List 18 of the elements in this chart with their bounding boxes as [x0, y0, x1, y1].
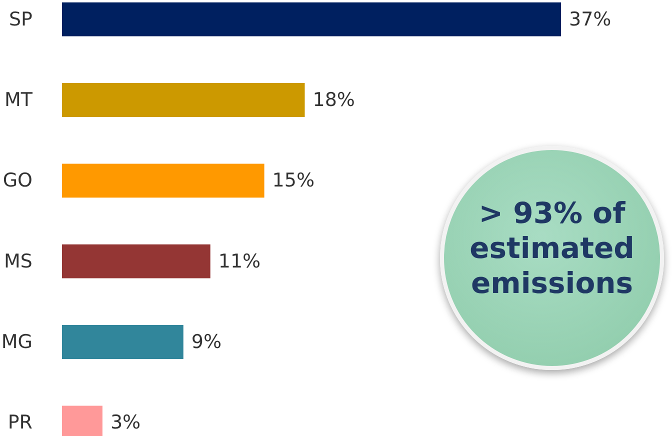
y-tick-label: MS — [4, 250, 32, 272]
data-label: 15% — [272, 170, 315, 192]
y-tick-label: PR — [8, 412, 32, 434]
bar — [62, 2, 561, 36]
y-tick-label: MG — [1, 331, 32, 353]
data-label: 9% — [191, 331, 222, 353]
bar — [62, 164, 264, 198]
data-label: 18% — [312, 89, 355, 111]
bar — [62, 83, 305, 117]
data-label: 37% — [569, 8, 612, 30]
bar — [62, 244, 210, 278]
annotation: > 93% of estimated emissions — [468, 196, 636, 300]
data-label: 11% — [218, 250, 261, 272]
y-tick-label: SP — [8, 8, 32, 30]
data-label: 3% — [110, 412, 141, 434]
y-tick-label: MT — [4, 89, 33, 111]
bar — [62, 325, 184, 359]
y-tick-label: GO — [2, 170, 32, 192]
